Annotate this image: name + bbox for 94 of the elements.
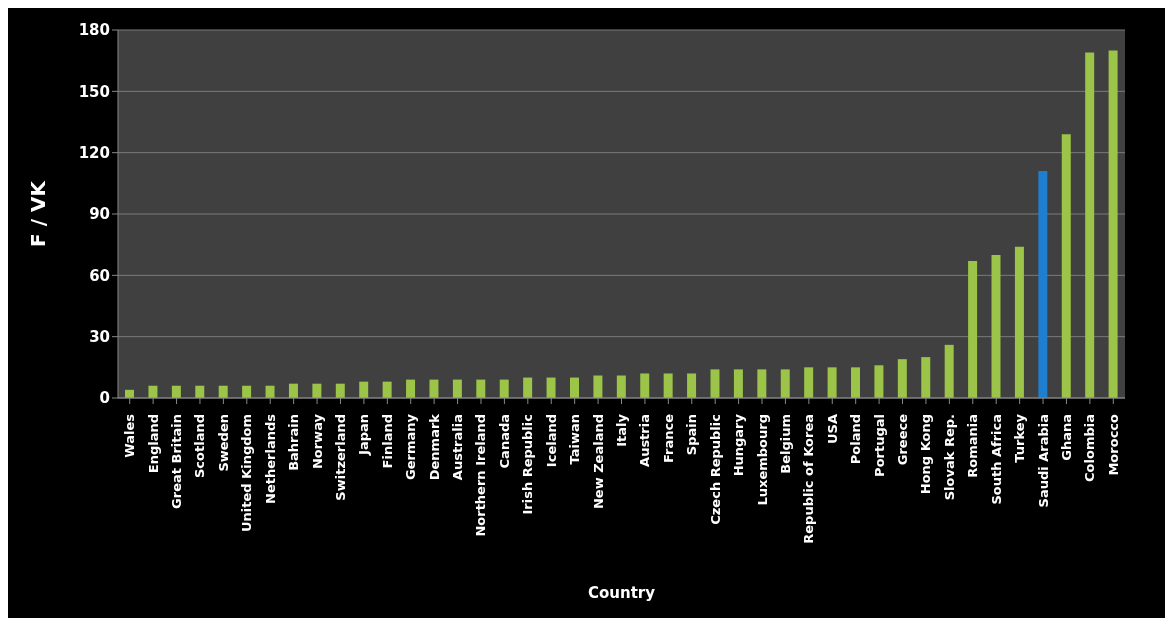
- bar: [569, 377, 579, 398]
- bar: [640, 373, 650, 398]
- bar: [523, 377, 533, 398]
- x-tick-label: Japan: [356, 414, 372, 456]
- bar: [148, 385, 158, 398]
- x-tick-label: Czech Republic: [707, 414, 723, 525]
- x-tick-label: Sweden: [215, 414, 231, 472]
- bar: [429, 379, 439, 398]
- x-tick-label: United Kingdom: [239, 414, 255, 533]
- x-tick-label: Hong Kong: [918, 414, 934, 495]
- x-tick-label: Iceland: [543, 414, 559, 468]
- bar: [382, 381, 392, 398]
- y-tick-label: 180: [78, 21, 110, 40]
- bar: [452, 379, 462, 398]
- bar: [733, 369, 743, 398]
- x-tick-label: Irish Republic: [520, 414, 536, 515]
- bar: [195, 385, 205, 398]
- x-tick-label: Hungary: [731, 413, 747, 477]
- bar: [616, 375, 626, 398]
- x-tick-label: Denmark: [426, 413, 442, 481]
- x-tick-label: Greece: [895, 413, 911, 466]
- y-tick-label: 0: [99, 389, 110, 408]
- bar: [944, 344, 954, 398]
- x-tick-label: Turkey: [1012, 413, 1028, 463]
- x-tick-label: Republic of Korea: [801, 414, 817, 544]
- x-tick-label: Wales: [122, 413, 138, 458]
- bar: [1038, 171, 1048, 398]
- bar: [1108, 50, 1118, 398]
- x-tick-label: Slovak Rep.: [941, 414, 957, 501]
- x-tick-label: Great Britain: [169, 414, 185, 509]
- x-tick-label: Italy: [614, 413, 629, 447]
- x-tick-label: Saudi Arabia: [1035, 414, 1051, 508]
- bar: [242, 385, 252, 398]
- bar: [265, 385, 275, 398]
- x-tick-label: Canada: [496, 414, 512, 469]
- x-axis-title: Country: [587, 584, 656, 602]
- bar: [406, 379, 416, 398]
- bar: [827, 367, 837, 398]
- bar: [663, 373, 673, 398]
- bar: [1085, 52, 1095, 398]
- bar: [359, 381, 369, 398]
- bar: [921, 357, 931, 398]
- bar: [757, 369, 767, 398]
- bar: [546, 377, 556, 398]
- bar: [312, 383, 322, 398]
- x-tick-label: Taiwan: [567, 414, 583, 465]
- x-tick-label: Australia: [450, 414, 466, 481]
- x-tick-label: New Zealand: [590, 414, 606, 510]
- x-tick-label: Switzerland: [332, 414, 348, 501]
- x-tick-label: Bahrain: [286, 414, 302, 471]
- bar: [218, 385, 228, 398]
- bar: [171, 385, 181, 398]
- bar: [874, 365, 884, 398]
- x-tick-label: Romania: [965, 414, 981, 478]
- bar: [804, 367, 814, 398]
- y-tick-label: 120: [78, 143, 110, 162]
- x-tick-label: Norway: [309, 413, 325, 470]
- y-axis-title: F / VK: [26, 179, 51, 247]
- bar: [991, 254, 1001, 398]
- x-tick-label: Poland: [848, 414, 864, 465]
- bar: [1061, 134, 1071, 398]
- bar: [968, 261, 978, 398]
- x-tick-label: Colombia: [1082, 414, 1098, 482]
- bar: [335, 383, 345, 398]
- bar: [476, 379, 486, 398]
- bar: [780, 369, 790, 398]
- bar: [288, 383, 298, 398]
- x-tick-label: Luxembourg: [754, 414, 770, 506]
- x-tick-label: Northern Ireland: [473, 414, 489, 537]
- bar: [687, 373, 697, 398]
- x-tick-label: Portugal: [871, 414, 887, 477]
- x-tick-label: Netherlands: [262, 413, 278, 504]
- x-tick-label: Austria: [637, 414, 653, 467]
- y-tick-label: 30: [89, 327, 110, 346]
- x-tick-label: South Africa: [988, 414, 1004, 505]
- x-tick-label: USA: [824, 414, 840, 444]
- bar: [710, 369, 720, 398]
- bar: [1014, 246, 1024, 398]
- x-tick-label: Germany: [403, 413, 419, 480]
- y-tick-label: 90: [89, 205, 110, 224]
- bar: [851, 367, 860, 398]
- x-tick-label: France: [660, 413, 676, 464]
- x-tick-label: Finland: [379, 414, 395, 469]
- x-tick-label: Spain: [684, 414, 700, 456]
- bar: [593, 375, 603, 398]
- x-tick-label: Scotland: [192, 414, 208, 479]
- y-tick-label: 150: [78, 82, 110, 101]
- x-tick-label: England: [145, 414, 161, 474]
- bar: [499, 379, 509, 398]
- x-tick-label: Morocco: [1105, 413, 1121, 476]
- y-tick-label: 60: [89, 266, 110, 285]
- x-tick-label: Ghana: [1058, 414, 1074, 461]
- bar: [897, 359, 907, 398]
- x-tick-label: Belgium: [777, 414, 793, 474]
